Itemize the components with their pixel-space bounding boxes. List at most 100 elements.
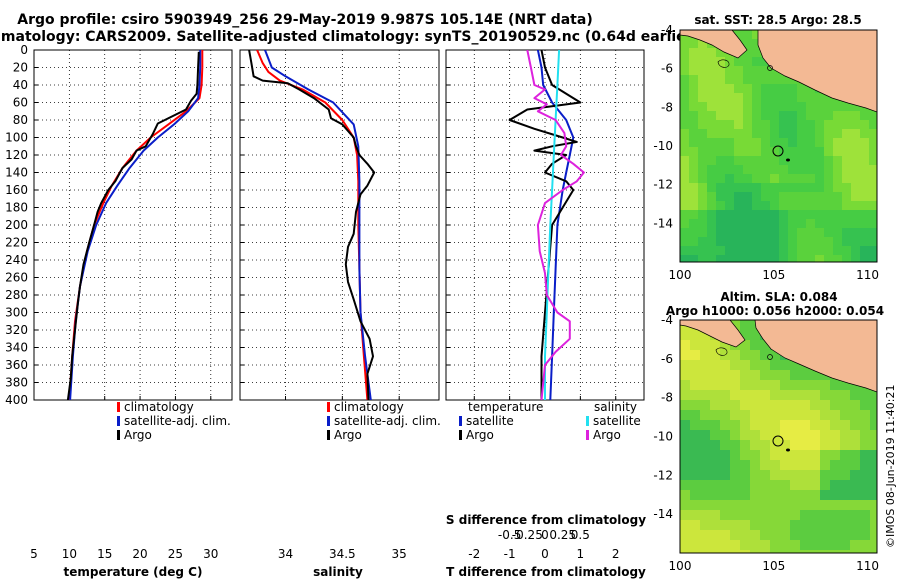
heat-cell (743, 156, 752, 165)
heat-cell (734, 57, 743, 66)
x-tick-label: 0 (541, 547, 549, 561)
heat-cell (780, 380, 790, 390)
heat-cell (743, 30, 752, 39)
heat-cell (750, 480, 760, 490)
depth-tick-label: 280 (5, 288, 28, 302)
heat-cell (740, 460, 750, 470)
heat-cell (689, 120, 698, 129)
heat-cell (730, 320, 740, 330)
heat-cell (851, 147, 860, 156)
contour-1 (715, 347, 728, 356)
heat-cell (840, 550, 850, 553)
heat-cell (860, 400, 870, 410)
heat-cell (806, 111, 815, 120)
heat-cell (707, 120, 716, 129)
heat-cell (760, 490, 770, 500)
heat-cell (842, 147, 851, 156)
heat-cell (788, 174, 797, 183)
heat-cell (815, 93, 824, 102)
heat-cell (770, 550, 780, 553)
heat-cell (760, 350, 770, 360)
heat-cell (720, 500, 730, 510)
heat-cell (752, 237, 761, 246)
s-tick-label: 0.25 (549, 528, 576, 542)
heat-cell (716, 57, 725, 66)
heat-cell (860, 255, 869, 262)
heat-cell (800, 450, 810, 460)
s-difference-xlabel: S difference from climatology (446, 513, 646, 527)
heat-cell (740, 450, 750, 460)
heat-cell (680, 540, 690, 550)
heat-cell (833, 228, 842, 237)
heat-cell (790, 370, 800, 380)
heat-cell (698, 183, 707, 192)
heat-cell (725, 75, 734, 84)
heat-cell (680, 219, 689, 228)
sla-map-area (680, 320, 877, 553)
heat-cell (730, 360, 740, 370)
heat-cell (743, 228, 752, 237)
heat-cell (689, 129, 698, 138)
heat-cell (716, 102, 725, 111)
heat-cell (869, 165, 877, 174)
heat-cell (780, 480, 790, 490)
heat-cell (750, 360, 760, 370)
heat-cell (734, 219, 743, 228)
heat-cell (810, 530, 820, 540)
heat-cell (698, 165, 707, 174)
heat-cell (840, 460, 850, 470)
heat-cell (830, 540, 840, 550)
heat-cell (840, 500, 850, 510)
heat-cell (689, 66, 698, 75)
heat-cell (806, 165, 815, 174)
heat-cell (779, 201, 788, 210)
heat-cell (842, 174, 851, 183)
heat-cell (820, 520, 830, 530)
heat-cell (770, 255, 779, 262)
series-line-satellite-adj-clim- (264, 50, 372, 400)
sst-map-title: sat. SST: 28.5 Argo: 28.5 (694, 13, 861, 27)
heat-cell (700, 360, 710, 370)
heat-cell (820, 390, 830, 400)
heat-cell (842, 228, 851, 237)
heat-cell (788, 183, 797, 192)
heat-cell (750, 350, 760, 360)
series-line-salinity-satellite (544, 50, 561, 400)
heat-cell (870, 530, 877, 540)
heat-cell (710, 500, 720, 510)
heat-cell (810, 550, 820, 553)
heat-cell (797, 192, 806, 201)
heat-cell (761, 111, 770, 120)
heat-cell (820, 540, 830, 550)
heat-cell (750, 330, 760, 340)
heat-cell (820, 470, 830, 480)
heat-cell (690, 350, 700, 360)
heat-cell (710, 340, 720, 350)
heat-cell (780, 520, 790, 530)
heat-cell (842, 201, 851, 210)
heat-cell (760, 430, 770, 440)
s-tick-label: 0 (541, 528, 549, 542)
heat-cell (850, 540, 860, 550)
heat-cell (850, 550, 860, 553)
heat-cell (815, 219, 824, 228)
heat-cell (680, 48, 689, 57)
heat-cell (760, 450, 770, 460)
heat-cell (752, 228, 761, 237)
heat-cell (752, 192, 761, 201)
heat-cell (850, 420, 860, 430)
heat-cell (690, 480, 700, 490)
s-difference-ticks: -0.5-0.250 0.250.5 (498, 528, 590, 542)
heat-cell (700, 530, 710, 540)
heat-cell (851, 129, 860, 138)
heat-cell (725, 138, 734, 147)
heat-cell (780, 530, 790, 540)
difference-legend: temperature satellite Argo salinity sate… (459, 400, 641, 442)
contour-2 (767, 65, 773, 71)
heat-cell (790, 420, 800, 430)
heat-cell (740, 520, 750, 530)
heat-cell (689, 246, 698, 255)
heat-cell (680, 370, 690, 380)
heat-cell (752, 66, 761, 75)
map-y-tick-label: -14 (653, 216, 673, 230)
